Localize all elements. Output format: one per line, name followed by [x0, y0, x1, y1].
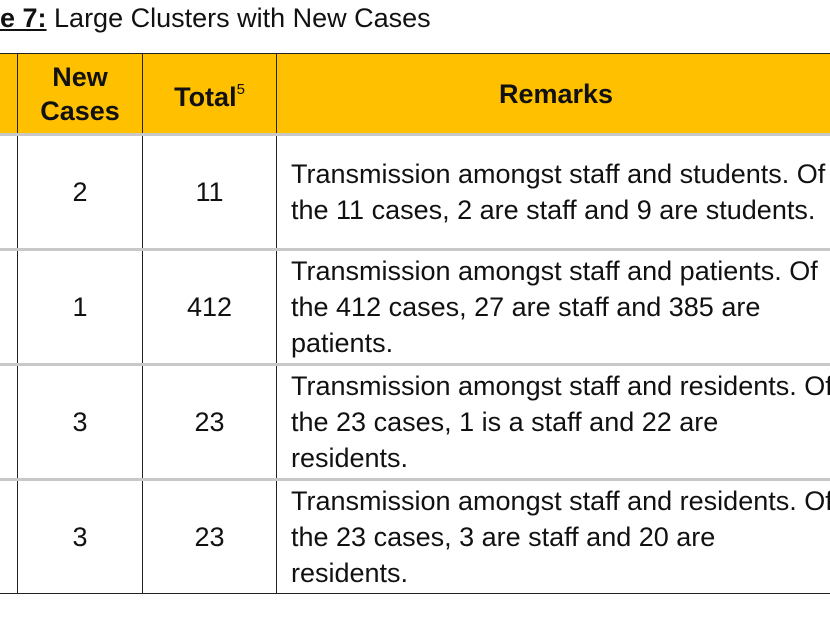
remarks-cell: Transmission amongst staff and residents…: [276, 478, 830, 594]
cropped-cell: [0, 363, 18, 480]
footnote-marker: 5: [236, 81, 245, 98]
clusters-table: New Cases Total5 Remarks 2 11 Transmissi…: [0, 53, 830, 594]
header-new-cases: New Cases: [17, 53, 143, 135]
table-row: 1 412 Transmission amongst staff and pat…: [0, 248, 830, 365]
header-cell-cropped: [0, 53, 18, 135]
cropped-cell: [0, 478, 18, 594]
total-cell: 23: [142, 363, 277, 480]
header-row: New Cases Total5 Remarks: [0, 53, 830, 135]
remarks-cell: Transmission amongst staff and patients.…: [276, 248, 830, 365]
remarks-cell: Transmission amongst staff and students.…: [276, 133, 830, 250]
header-remarks: Remarks: [276, 53, 830, 135]
new-cases-cell: 1: [17, 248, 143, 365]
cropped-cell: [0, 133, 18, 250]
cropped-cell: [0, 248, 18, 365]
header-total: Total5: [142, 53, 277, 135]
header-total-label: Total: [174, 82, 237, 112]
new-cases-cell: 3: [17, 363, 143, 480]
total-cell: 11: [142, 133, 277, 250]
total-cell: 23: [142, 478, 277, 594]
table-title: Large Clusters with New Cases: [46, 3, 431, 33]
new-cases-cell: 3: [17, 478, 143, 594]
table-number-label: e 7:: [0, 3, 47, 33]
new-cases-cell: 2: [17, 133, 143, 250]
table-row: 3 23 Transmission amongst staff and resi…: [0, 363, 830, 480]
total-cell: 412: [142, 248, 277, 365]
table-row: 2 11 Transmission amongst staff and stud…: [0, 133, 830, 250]
remarks-cell: Transmission amongst staff and residents…: [276, 363, 830, 480]
table-row: 3 23 Transmission amongst staff and resi…: [0, 478, 830, 594]
table-caption: e 7: Large Clusters with New Cases: [0, 2, 431, 34]
